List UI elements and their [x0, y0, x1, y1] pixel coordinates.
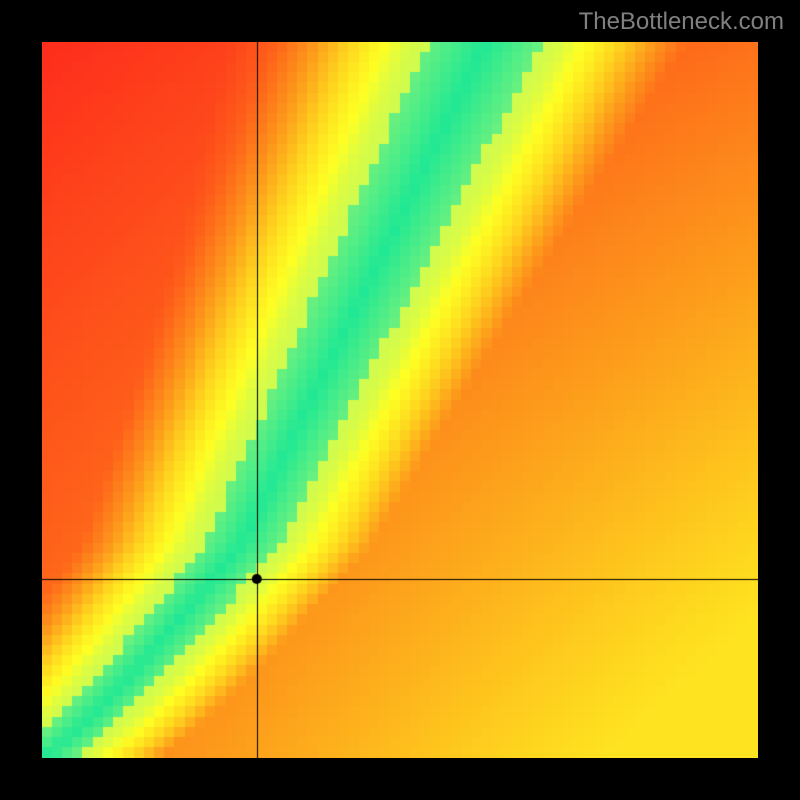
heatmap-canvas: [42, 42, 758, 758]
watermark-text: TheBottleneck.com: [579, 8, 784, 36]
chart-container: TheBottleneck.com: [0, 0, 800, 800]
